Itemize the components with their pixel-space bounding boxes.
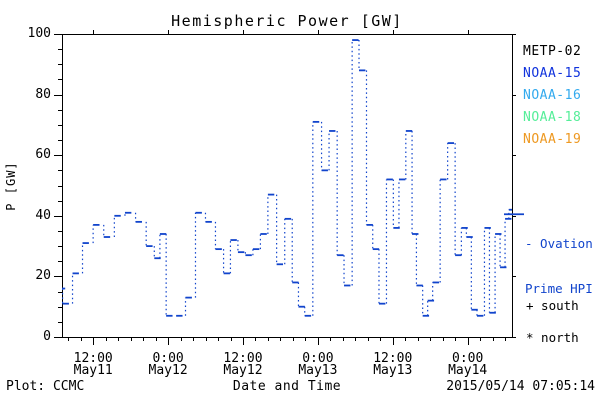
plot-title: Hemispheric Power [GW] [171,12,403,30]
y-tick-label: 100 [27,26,51,41]
ovation-label-line2: Prime HPI [525,281,593,296]
x-tick-time-label: 12:00 [373,351,413,366]
footer-timestamp: 2015/05/14 07:05:14 [446,379,595,394]
x-tick-date-label: May13 [298,363,338,378]
ovation-prime-hpi-label: - Ovation Prime HPI [525,206,593,311]
x-tick-date-label: May12 [223,363,263,378]
y-tick-label: 60 [35,147,51,163]
x-tick-time-label: 12:00 [73,351,113,366]
x-axis-title: Date and Time [232,379,342,394]
footer-plot-source: Plot: CCMC [6,379,85,394]
axis-box [62,34,513,338]
legend-item-noaa-19: NOAA-19 [523,132,582,147]
y-tick-label: 0 [43,329,51,344]
y-tick-label: 40 [35,207,51,223]
y-tick-label: 80 [35,86,51,102]
ovation-label-line1: - Ovation [525,236,593,251]
legend-item-noaa-16: NOAA-16 [523,88,582,103]
x-tick-date-label: May14 [448,363,488,378]
x-tick-date-label: May13 [373,363,413,378]
x-tick-time-label: 12:00 [223,351,263,366]
legend-item-noaa-15: NOAA-15 [523,66,582,81]
x-tick-date-label: May12 [148,363,188,378]
x-tick-time-label: 0:00 [302,351,334,366]
x-tick-date-label: May11 [73,363,113,378]
north-marker-label: * north [526,330,579,345]
legend-item-noaa-18: NOAA-18 [523,110,582,125]
legend-item-metp-02: METP-02 [523,44,582,59]
data-series-noaa15 [62,39,512,317]
south-marker-label: + south [526,298,579,313]
x-tick-time-label: 0:00 [452,351,484,366]
x-tick-time-label: 0:00 [152,351,184,366]
y-tick-label: 20 [35,268,51,284]
